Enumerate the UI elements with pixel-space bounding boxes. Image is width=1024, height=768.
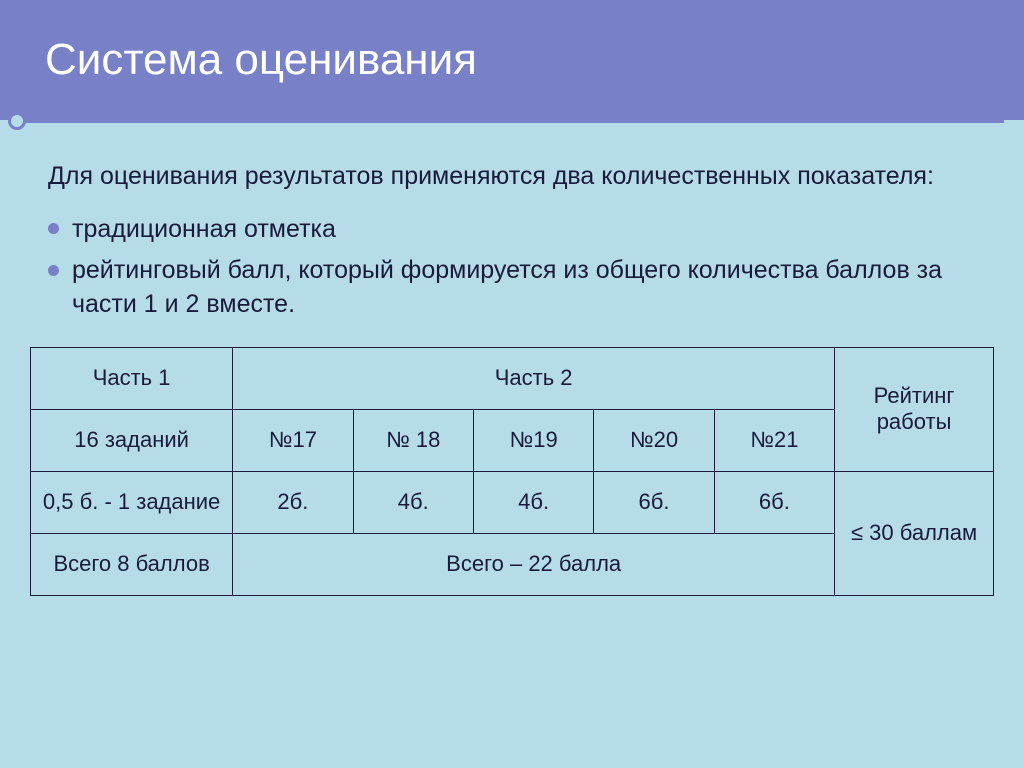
table-cell: 16 заданий bbox=[31, 409, 233, 471]
table-row: 0,5 б. - 1 задание2б.4б.4б.6б.6б.≤ 30 ба… bbox=[31, 471, 994, 533]
table-cell: Всего 8 баллов bbox=[31, 533, 233, 595]
table-cell: 4б. bbox=[353, 471, 473, 533]
assessment-table: Часть 1Часть 2Рейтинг работы16 заданий№1… bbox=[30, 347, 994, 596]
divider-dot bbox=[8, 112, 26, 130]
table-cell: №17 bbox=[233, 409, 353, 471]
bullet-item: рейтинговый балл, который формируется из… bbox=[48, 254, 976, 322]
table-cell: №20 bbox=[594, 409, 714, 471]
bullet-list: традиционная отметка рейтинговый балл, к… bbox=[48, 213, 976, 322]
assessment-table-wrap: Часть 1Часть 2Рейтинг работы16 заданий№1… bbox=[30, 347, 994, 596]
slide-content: Для оценивания результатов применяются д… bbox=[0, 120, 1024, 596]
table-cell: Всего – 22 балла bbox=[233, 533, 835, 595]
bullet-item: традиционная отметка bbox=[48, 213, 976, 247]
table-cell: 2б. bbox=[233, 471, 353, 533]
table-cell: ≤ 30 баллам bbox=[835, 471, 994, 595]
table-cell: № 18 bbox=[353, 409, 473, 471]
divider-line bbox=[20, 120, 1004, 123]
table-row: Часть 1Часть 2Рейтинг работы bbox=[31, 347, 994, 409]
table-cell: Рейтинг работы bbox=[835, 347, 994, 471]
table-cell: №19 bbox=[473, 409, 593, 471]
table-cell: Часть 2 bbox=[233, 347, 835, 409]
slide-header: Система оценивания bbox=[0, 0, 1024, 120]
table-cell: №21 bbox=[714, 409, 834, 471]
table-cell: 6б. bbox=[714, 471, 834, 533]
table-cell: 4б. bbox=[473, 471, 593, 533]
table-cell: Часть 1 bbox=[31, 347, 233, 409]
slide-title: Система оценивания bbox=[45, 35, 477, 85]
table-cell: 0,5 б. - 1 задание bbox=[31, 471, 233, 533]
table-cell: 6б. bbox=[594, 471, 714, 533]
intro-text: Для оценивания результатов применяются д… bbox=[48, 160, 976, 193]
